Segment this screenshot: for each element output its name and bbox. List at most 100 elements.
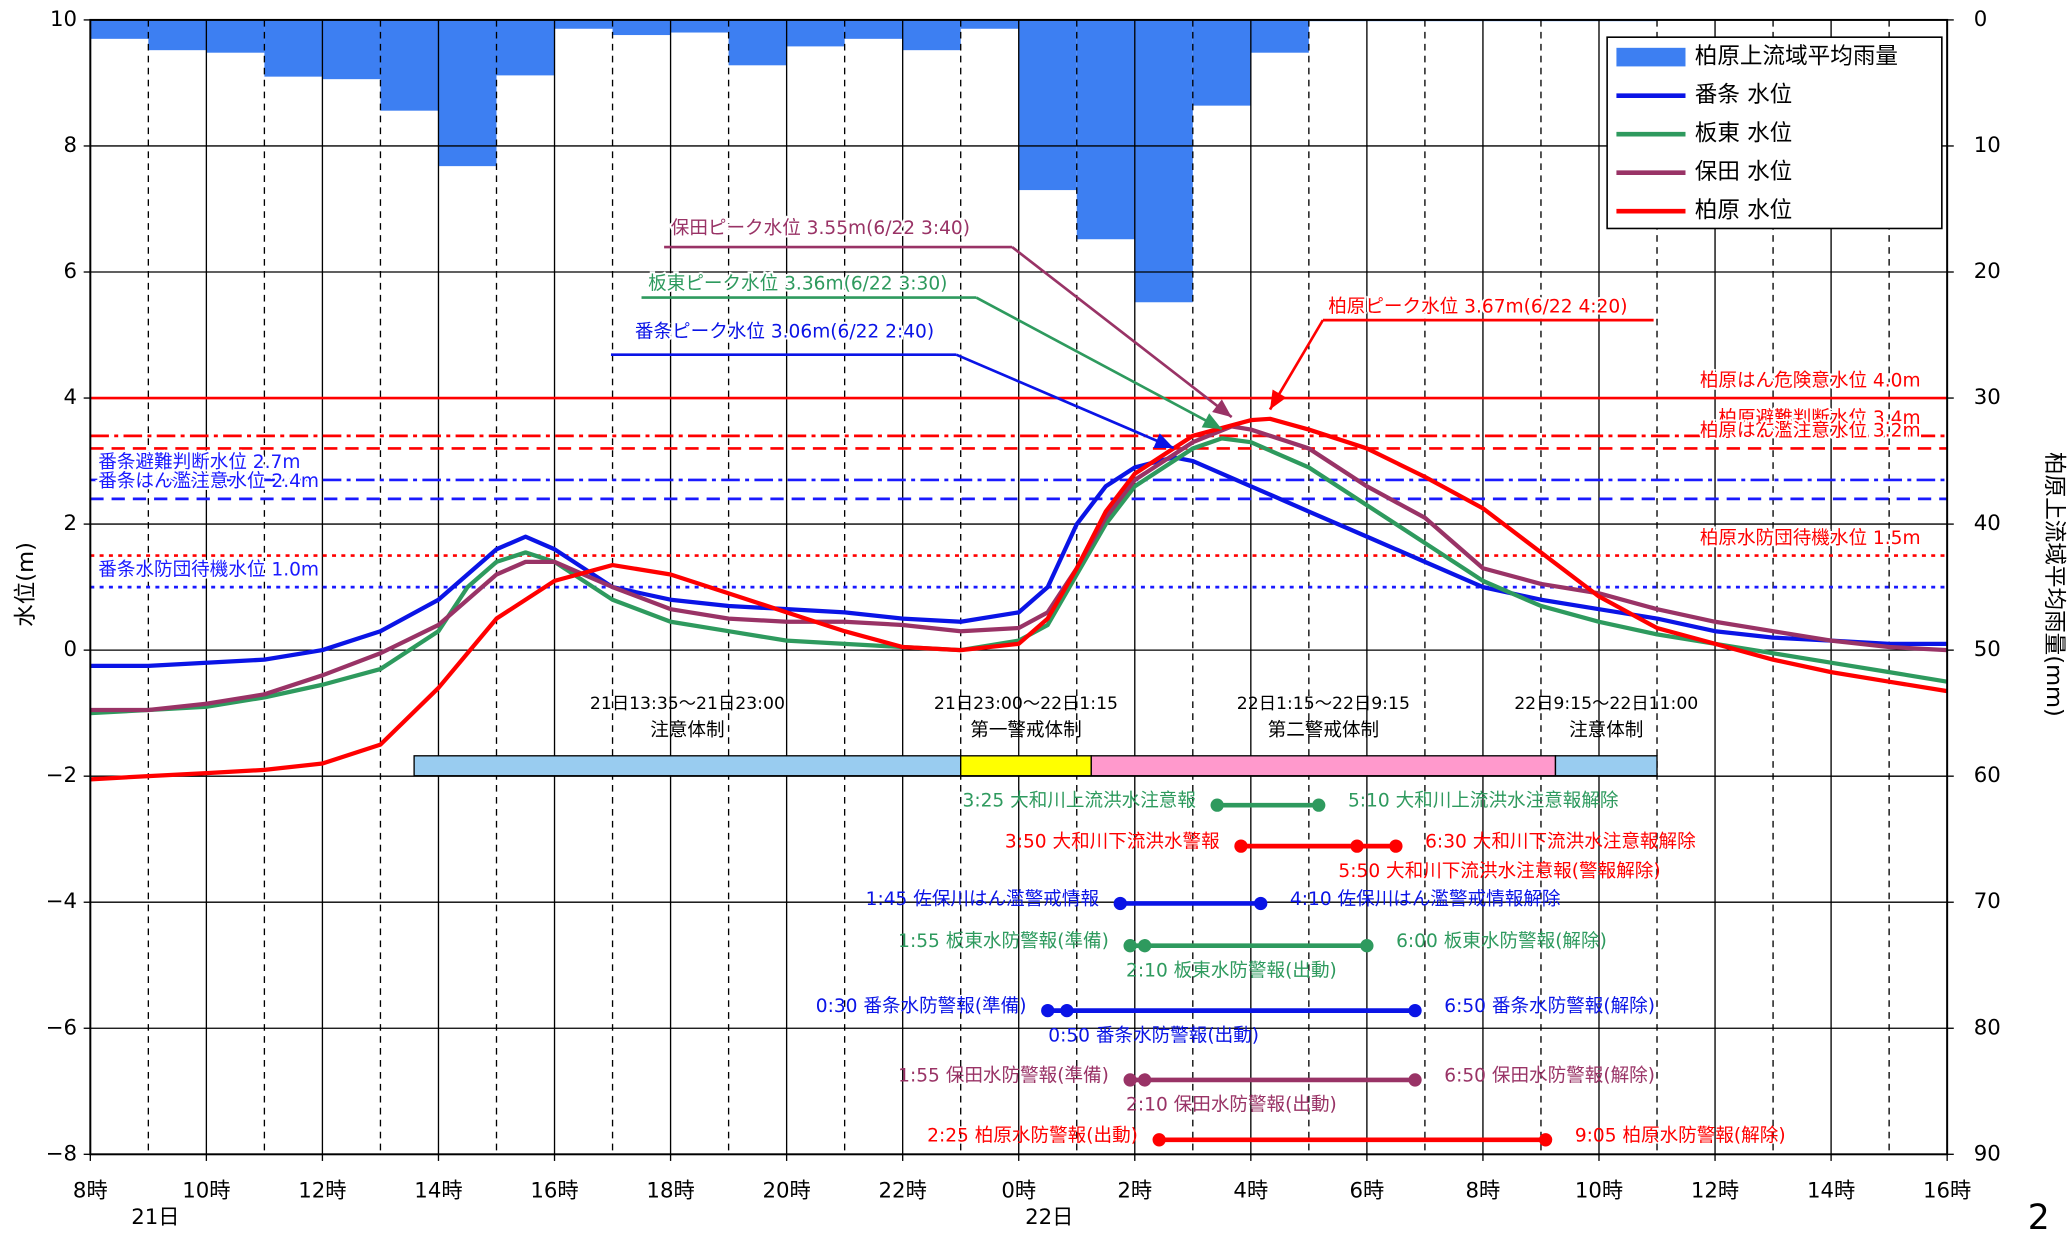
peak-label: 板東ピーク水位 3.36m(6/22 3:30) xyxy=(648,274,947,295)
peak-label: 柏原ピーク水位 3.67m(6/22 4:20) xyxy=(1328,296,1627,317)
rain-bar xyxy=(90,19,149,39)
phase-name: 第一警戒体制 xyxy=(970,720,1081,741)
alert-label: 2:25 柏原水防警報(出動) xyxy=(927,1125,1138,1146)
water-level-line xyxy=(90,416,1948,782)
rain-bar xyxy=(148,19,207,51)
alert-point xyxy=(1210,798,1224,812)
x-tick-label: 12時 xyxy=(1691,1178,1739,1203)
alert-point xyxy=(1138,939,1152,953)
threshold-label: 柏原水防団待機水位 1.5m xyxy=(1700,528,1921,549)
x-tick-label: 4時 xyxy=(1233,1178,1268,1203)
y2-tick-label: 60 xyxy=(1974,763,2001,788)
x-tick-label: 10時 xyxy=(1575,1178,1623,1203)
rain-bar xyxy=(1076,19,1135,240)
y-axis-title: 水位(m) xyxy=(13,542,39,627)
x-tick-label: 14時 xyxy=(414,1178,462,1203)
x-tick-label: 2時 xyxy=(1117,1178,1152,1203)
threshold-label: 番条避難判断水位 2.7m xyxy=(98,452,300,473)
alert-label: 3:50 大和川下流洪水警報 xyxy=(1005,832,1220,853)
alert-label: 2:10 保田水防警報(出動) xyxy=(1126,1095,1337,1116)
peak-arrowhead xyxy=(1269,389,1287,410)
y-tick-label: 10 xyxy=(50,7,77,32)
alert-point xyxy=(1408,1003,1422,1018)
rain-bar xyxy=(670,19,729,33)
y2-tick-label: 0 xyxy=(1974,7,1988,32)
y-tick-label: 4 xyxy=(64,385,78,410)
alert-point xyxy=(1350,839,1364,853)
threshold-label: 柏原避難判断水位 3.4m xyxy=(1718,408,1920,429)
threshold-label: 番条水防団待機水位 1.0m xyxy=(98,559,319,580)
alert-label: 1:55 保田水防警報(準備) xyxy=(898,1065,1109,1086)
threshold-label: 柏原はん濫注意水位 3.2m xyxy=(1700,421,1921,442)
rain-bar xyxy=(612,19,671,36)
alert-label: 9:05 柏原水防警報(解除) xyxy=(1575,1125,1786,1146)
phase-bar xyxy=(960,755,1092,777)
page-number: 2 xyxy=(2028,1198,2050,1234)
x-tick-label: 8時 xyxy=(1466,1178,1501,1203)
rain-bar xyxy=(728,19,787,66)
date-label: 22日 xyxy=(1025,1205,1073,1230)
x-tick-label: 22時 xyxy=(879,1178,927,1203)
y2-tick-label: 70 xyxy=(1974,889,2001,914)
rain-bar xyxy=(1018,19,1077,191)
phase-name: 注意体制 xyxy=(650,720,724,741)
peak-arrow xyxy=(975,296,1223,431)
peak-arrowhead xyxy=(1201,413,1222,430)
phase-name: 注意体制 xyxy=(1569,720,1643,741)
phase-bar xyxy=(1554,755,1658,777)
alert-point xyxy=(1408,1073,1422,1087)
peak-arrowhead xyxy=(1153,433,1174,448)
alert-label: 0:30 番条水防警報(準備) xyxy=(816,996,1027,1017)
rain-bar xyxy=(380,19,439,111)
legend-swatch xyxy=(1616,47,1686,67)
phase-period: 21日13:35～21日23:00 xyxy=(590,694,785,714)
alert-label: 4:10 佐保川はん濫警戒情報解除 xyxy=(1290,889,1561,910)
alert-label: 5:50 大和川下流洪水注意報(警報解除) xyxy=(1338,861,1660,882)
rain-bar xyxy=(902,19,961,51)
y2-tick-label: 30 xyxy=(1974,385,2001,410)
x-tick-label: 8時 xyxy=(73,1178,108,1203)
rain-bar xyxy=(496,19,555,76)
date-label: 21日 xyxy=(131,1205,179,1230)
alert-point xyxy=(1389,839,1403,853)
x-tick-label: 10時 xyxy=(182,1178,230,1203)
y-tick-label: −6 xyxy=(46,1015,77,1040)
peak-arrow xyxy=(1011,246,1233,419)
alert-point xyxy=(1138,1073,1152,1087)
y2-tick-label: 20 xyxy=(1974,259,2001,284)
alert-point xyxy=(1152,1133,1166,1147)
peak-arrow xyxy=(955,353,1175,450)
alert-point xyxy=(1041,1003,1055,1018)
rain-bar xyxy=(554,19,613,29)
alert-point xyxy=(1123,939,1137,953)
rain-bar xyxy=(786,19,845,47)
x-tick-label: 14時 xyxy=(1807,1178,1855,1203)
y-tick-label: −8 xyxy=(46,1141,77,1166)
alert-point xyxy=(1234,839,1248,853)
alert-label: 5:10 大和川上流洪水注意報解除 xyxy=(1348,791,1619,812)
x-tick-label: 16時 xyxy=(530,1178,578,1203)
y2-tick-label: 50 xyxy=(1974,637,2001,662)
alert-label: 2:10 板東水防警報(出動) xyxy=(1126,960,1337,981)
alert-label: 6:00 板東水防警報(解除) xyxy=(1396,931,1607,952)
y2-tick-label: 80 xyxy=(1974,1015,2001,1040)
alert-label: 0:50 番条水防警報(出動) xyxy=(1048,1025,1259,1046)
y2-tick-label: 10 xyxy=(1974,133,2001,158)
water-level-line xyxy=(90,424,1948,713)
x-tick-label: 12時 xyxy=(298,1178,346,1203)
peak-label: 番条ピーク水位 3.06m(6/22 2:40) xyxy=(635,322,934,343)
alert-point xyxy=(1312,798,1326,812)
threshold-label: 柏原はん危険意水位 4.0m xyxy=(1700,370,1921,391)
phase-period: 22日9:15～22日11:00 xyxy=(1514,694,1698,714)
alert-label: 6:50 番条水防警報(解除) xyxy=(1444,996,1655,1017)
alert-label: 3:25 大和川上流洪水注意報 xyxy=(963,791,1197,812)
legend-label: 柏原 水位 xyxy=(1695,198,1792,224)
rain-bar xyxy=(1250,19,1309,53)
alert-point xyxy=(1538,1133,1553,1147)
phase-bar xyxy=(1090,755,1557,777)
rain-bar xyxy=(960,19,1019,29)
phase-period: 22日1:15～22日9:15 xyxy=(1237,694,1410,714)
alert-point xyxy=(1113,896,1127,911)
alert-label: 6:30 大和川下流洪水注意報解除 xyxy=(1425,832,1696,853)
